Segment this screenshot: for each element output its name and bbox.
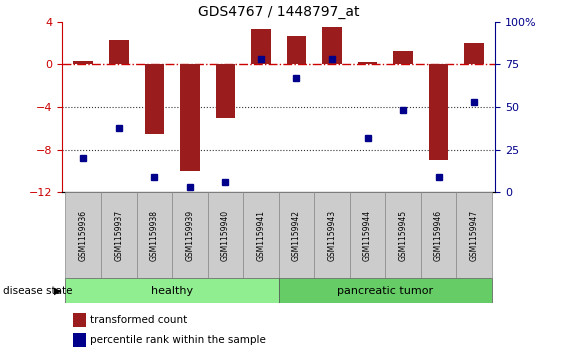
Bar <box>145 65 164 134</box>
Bar <box>322 27 342 65</box>
Text: disease state: disease state <box>3 286 72 296</box>
Bar <box>65 192 101 278</box>
Text: GSM1159938: GSM1159938 <box>150 209 159 261</box>
Text: percentile rank within the sample: percentile rank within the sample <box>90 335 266 345</box>
Bar <box>385 192 421 278</box>
Text: GSM1159936: GSM1159936 <box>79 209 88 261</box>
Bar <box>421 192 457 278</box>
Text: pancreatic tumor: pancreatic tumor <box>337 286 434 296</box>
Text: GSM1159946: GSM1159946 <box>434 209 443 261</box>
Bar <box>216 65 235 118</box>
Title: GDS4767 / 1448797_at: GDS4767 / 1448797_at <box>198 5 359 19</box>
Bar <box>457 192 492 278</box>
Bar <box>279 278 492 303</box>
Bar <box>279 192 314 278</box>
Bar <box>74 61 93 65</box>
Text: healthy: healthy <box>151 286 193 296</box>
Bar <box>358 62 377 65</box>
Bar <box>464 43 484 65</box>
Bar <box>350 192 385 278</box>
Text: GSM1159939: GSM1159939 <box>185 209 194 261</box>
Text: GSM1159941: GSM1159941 <box>256 209 265 261</box>
Text: GSM1159947: GSM1159947 <box>470 209 479 261</box>
Bar <box>137 192 172 278</box>
Text: GSM1159940: GSM1159940 <box>221 209 230 261</box>
Text: GSM1159945: GSM1159945 <box>399 209 408 261</box>
Text: ▶: ▶ <box>53 286 61 296</box>
Text: transformed count: transformed count <box>90 315 187 325</box>
Bar <box>394 50 413 65</box>
Bar <box>109 40 128 65</box>
Text: GSM1159944: GSM1159944 <box>363 209 372 261</box>
Bar <box>287 36 306 65</box>
Bar <box>251 29 271 65</box>
Text: GSM1159937: GSM1159937 <box>114 209 123 261</box>
Text: GSM1159942: GSM1159942 <box>292 209 301 261</box>
Bar <box>65 278 279 303</box>
Bar <box>429 65 448 160</box>
Bar <box>208 192 243 278</box>
Bar <box>180 65 200 171</box>
Bar <box>243 192 279 278</box>
Text: GSM1159943: GSM1159943 <box>328 209 337 261</box>
Bar <box>172 192 208 278</box>
Bar <box>101 192 137 278</box>
Bar <box>314 192 350 278</box>
